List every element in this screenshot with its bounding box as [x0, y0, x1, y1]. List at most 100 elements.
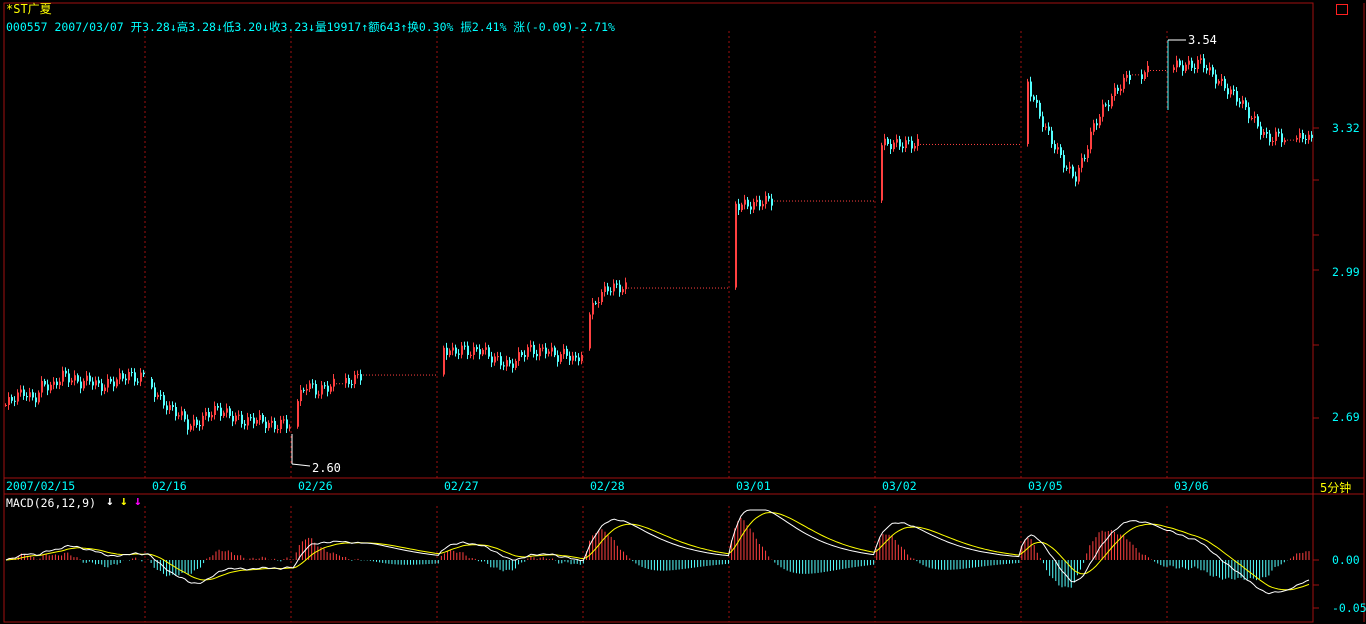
candle [435, 374, 436, 376]
candle [718, 287, 719, 289]
candle [414, 374, 415, 376]
candle [980, 143, 981, 145]
macd-axis-label: 0.00 [1332, 553, 1360, 567]
candle [333, 378, 335, 387]
candle [768, 195, 770, 199]
candle [670, 287, 671, 289]
candle [521, 352, 523, 356]
candle [1132, 74, 1133, 76]
candle [378, 374, 379, 376]
candle [1266, 132, 1268, 134]
candle [738, 203, 740, 211]
candle [321, 385, 323, 395]
candle [89, 375, 91, 382]
candle [262, 414, 264, 422]
candle [154, 387, 156, 397]
candle [1257, 116, 1259, 127]
candle [1194, 67, 1196, 70]
date-axis-label: 02/26 [298, 479, 333, 493]
candle [461, 345, 463, 355]
candle [1188, 60, 1190, 65]
candle [1033, 96, 1035, 100]
candle [551, 347, 553, 352]
candle [995, 143, 996, 145]
window-toggle-icon[interactable] [1336, 4, 1348, 15]
candle [831, 200, 832, 202]
candle [932, 143, 933, 145]
candle [545, 347, 547, 354]
candle [974, 143, 975, 145]
candle [643, 287, 644, 289]
date-axis: 2007/02/15 02/16 02/26 02/27 02/28 03/01 03/02… [6, 478, 1312, 493]
candle [175, 406, 177, 417]
candle [566, 348, 568, 356]
candle [837, 200, 838, 202]
date-axis-label: 03/06 [1174, 479, 1209, 493]
candle [1296, 137, 1298, 140]
candle [265, 421, 267, 429]
high-price-label: 3.54 [1188, 33, 1217, 47]
candle [673, 287, 674, 289]
candle [205, 411, 207, 416]
candle [381, 374, 382, 376]
candle [756, 199, 758, 203]
candle [151, 378, 153, 388]
candle [473, 347, 475, 355]
candle [959, 143, 960, 145]
candle [858, 200, 859, 202]
candle [396, 374, 397, 376]
candle [873, 200, 874, 202]
candle [935, 143, 936, 145]
candle [408, 374, 409, 376]
candle [1126, 74, 1128, 78]
candle [575, 355, 577, 358]
candle [128, 372, 130, 381]
candle [53, 381, 55, 385]
candle [452, 347, 454, 351]
candle [697, 287, 698, 289]
candle [339, 383, 340, 385]
candle [330, 386, 332, 392]
candle [1165, 70, 1166, 71]
candle [101, 383, 103, 392]
candle [59, 381, 61, 386]
date-axis-label: 2007/02/15 [6, 479, 76, 493]
candle [846, 200, 847, 202]
candle [1299, 133, 1301, 138]
candle [220, 407, 222, 416]
candle [867, 200, 868, 202]
candle [429, 374, 430, 376]
candle [819, 200, 820, 202]
candle [539, 347, 541, 357]
candle [238, 414, 240, 416]
candle [524, 355, 526, 357]
candle [223, 412, 225, 416]
candle [1001, 143, 1002, 145]
candle [137, 381, 139, 383]
candle [941, 143, 942, 145]
candle [569, 355, 571, 361]
candle [664, 287, 665, 289]
candle [1039, 102, 1041, 117]
candle [1129, 74, 1131, 80]
candle [256, 419, 258, 424]
candle [122, 373, 124, 379]
candle [1278, 131, 1280, 134]
candle [1159, 70, 1160, 71]
candle [211, 414, 213, 418]
candle [1260, 126, 1262, 135]
candle [700, 287, 701, 289]
candle [283, 419, 285, 421]
candle [443, 347, 445, 375]
candle [929, 143, 930, 145]
candle [503, 365, 505, 367]
period-selector[interactable]: 5分钟 [1320, 481, 1352, 495]
macd-indicator [5, 509, 1310, 595]
candle [476, 347, 478, 350]
candle [405, 374, 406, 376]
candle [286, 419, 288, 429]
candle [92, 381, 94, 386]
candle [1144, 72, 1146, 79]
macd-title[interactable]: MACD(26,12,9) [6, 496, 97, 510]
